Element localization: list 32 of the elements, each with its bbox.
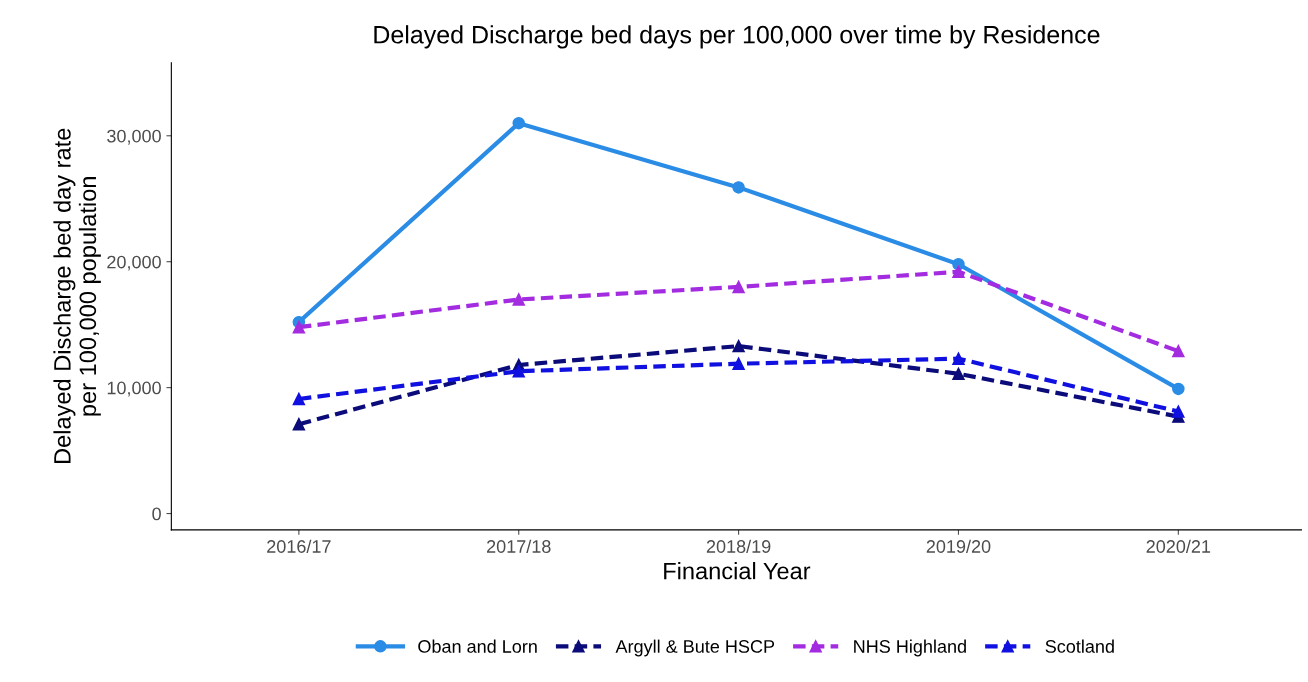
x-tick-label: 2016/17 [267,539,331,553]
chart-title: Delayed Discharge bed days per 100,000 over time by Residence [374,25,1100,49]
point [732,280,745,294]
y-tick-label: 0 [152,507,161,521]
x-tick-label: 2020/21 [1146,539,1211,553]
point [952,367,965,381]
point [952,352,965,365]
point [512,116,525,130]
x-tick-label: 2017/18 [487,539,551,553]
y-axis-title: Delayed Discharge bed day rate per 100,000 population [53,128,101,464]
point [292,417,306,431]
point [512,365,525,378]
legend-label: Scotland [1045,639,1114,653]
x-tick-label: 2018/19 [706,539,771,553]
point [512,293,525,306]
point [1172,405,1185,418]
y-tick-label: 20,000 [107,255,161,271]
legend-label: Argyll & Bute HSCP [615,639,775,657]
point [732,339,745,353]
point [732,181,745,194]
point [1172,382,1185,396]
x-tick-label: 2019/20 [926,539,991,553]
x-axis-title: Financial Year [664,562,811,580]
legend-label: Oban and Lorn [418,639,537,653]
y-tick-label: 30,000 [107,129,161,145]
point [952,265,965,279]
legend-label: NHS Highland [854,639,966,657]
point [292,320,306,334]
point [732,357,745,370]
y-tick-label: 10,000 [107,381,161,397]
point [292,392,306,406]
point [1172,344,1185,358]
